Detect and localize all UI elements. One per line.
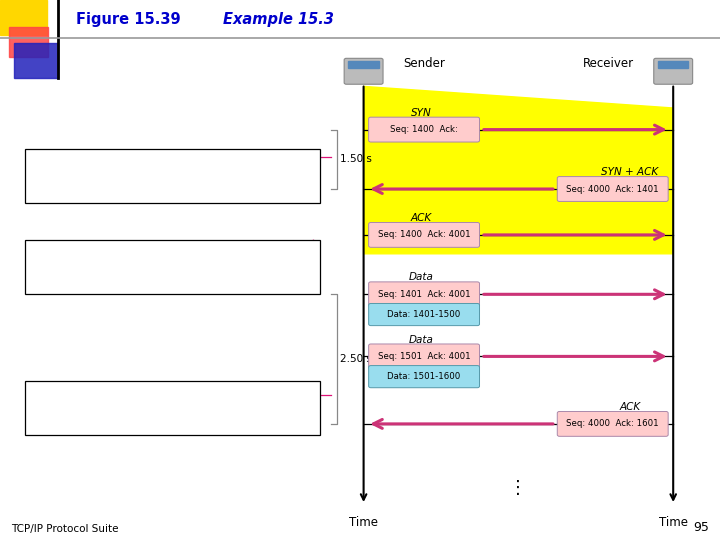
Text: S: S bbox=[207, 165, 212, 174]
Text: D: D bbox=[67, 417, 73, 426]
Text: M: M bbox=[67, 397, 73, 406]
Text: = 1.50: = 1.50 bbox=[216, 253, 254, 262]
Bar bbox=[9, 27, 48, 57]
FancyBboxPatch shape bbox=[25, 148, 320, 202]
Text: Seq: 1400  Ack: 4001: Seq: 1400 Ack: 4001 bbox=[378, 231, 470, 239]
Text: 1.50 s: 1.50 s bbox=[340, 154, 372, 164]
Text: Data: Data bbox=[409, 272, 433, 282]
Text: RTT: RTT bbox=[40, 161, 58, 171]
Bar bbox=[14, 43, 58, 78]
Text: Figure 15.39: Figure 15.39 bbox=[76, 12, 180, 28]
Text: = 1.5: = 1.5 bbox=[76, 253, 107, 262]
Text: 2.50 s: 2.50 s bbox=[340, 354, 372, 364]
FancyBboxPatch shape bbox=[25, 381, 320, 435]
FancyBboxPatch shape bbox=[25, 240, 320, 294]
Text: Seq: 1501  Ack: 4001: Seq: 1501 Ack: 4001 bbox=[378, 352, 470, 361]
FancyBboxPatch shape bbox=[369, 303, 480, 326]
Text: RTT: RTT bbox=[180, 253, 199, 262]
Text: Seq: 4000  Ack: 1401: Seq: 4000 Ack: 1401 bbox=[567, 185, 659, 193]
Text: TCP/IP Protocol Suite: TCP/IP Protocol Suite bbox=[11, 523, 118, 534]
Text: Seq: 4000  Ack: 1601: Seq: 4000 Ack: 1601 bbox=[567, 420, 659, 428]
Text: Example 15.3: Example 15.3 bbox=[223, 12, 334, 28]
Text: Data: Data bbox=[409, 334, 433, 345]
Text: RTO = 4.74: RTO = 4.74 bbox=[180, 413, 250, 422]
Text: 95: 95 bbox=[693, 521, 709, 534]
Text: M: M bbox=[67, 257, 73, 266]
FancyBboxPatch shape bbox=[344, 58, 383, 84]
Text: Data: 1501-1600: Data: 1501-1600 bbox=[387, 372, 461, 381]
Text: = 1.625: = 1.625 bbox=[216, 393, 261, 403]
Text: Data: 1401-1500: Data: 1401-1500 bbox=[387, 310, 461, 319]
FancyBboxPatch shape bbox=[369, 222, 480, 247]
Text: SYN: SYN bbox=[411, 107, 431, 118]
FancyBboxPatch shape bbox=[369, 366, 480, 388]
FancyBboxPatch shape bbox=[369, 282, 480, 307]
Text: Seq: 1401  Ack: 4001: Seq: 1401 Ack: 4001 bbox=[378, 290, 470, 299]
Text: RTT: RTT bbox=[40, 253, 58, 262]
Text: Seq: 1400  Ack:: Seq: 1400 Ack: bbox=[390, 125, 458, 134]
Text: SYN + ACK: SYN + ACK bbox=[601, 167, 659, 177]
Text: Time: Time bbox=[349, 516, 378, 529]
Bar bbox=[658, 61, 688, 68]
Bar bbox=[348, 61, 379, 68]
FancyBboxPatch shape bbox=[654, 58, 693, 84]
Text: RTT: RTT bbox=[180, 393, 199, 403]
Text: =: = bbox=[216, 161, 228, 171]
Polygon shape bbox=[364, 86, 673, 254]
Text: RTT: RTT bbox=[40, 413, 58, 422]
Text: =: = bbox=[76, 161, 88, 171]
FancyBboxPatch shape bbox=[369, 344, 480, 369]
Text: S: S bbox=[207, 397, 212, 406]
Text: D: D bbox=[67, 276, 73, 285]
Text: ACK: ACK bbox=[410, 213, 432, 223]
Text: RTT: RTT bbox=[40, 272, 58, 282]
FancyBboxPatch shape bbox=[369, 117, 480, 142]
Text: Time: Time bbox=[659, 516, 688, 529]
Text: Sender: Sender bbox=[403, 57, 445, 70]
FancyBboxPatch shape bbox=[557, 177, 668, 201]
FancyBboxPatch shape bbox=[557, 411, 668, 436]
Text: RTT: RTT bbox=[40, 393, 58, 403]
Text: RTO = 6.00: RTO = 6.00 bbox=[180, 180, 250, 190]
Text: ⋮: ⋮ bbox=[510, 479, 527, 497]
Text: = 0.75: = 0.75 bbox=[76, 272, 114, 282]
Text: D: D bbox=[67, 185, 73, 193]
Text: ACK: ACK bbox=[619, 402, 641, 412]
Text: RTT: RTT bbox=[40, 180, 58, 190]
Text: = 2.50: = 2.50 bbox=[76, 393, 114, 403]
Text: Receiver: Receiver bbox=[582, 57, 634, 70]
Text: RTT: RTT bbox=[180, 161, 199, 171]
Text: RTO = 4.50: RTO = 4.50 bbox=[180, 272, 250, 282]
Text: M: M bbox=[67, 165, 73, 174]
Text: = 0.78: = 0.78 bbox=[76, 413, 114, 422]
Text: =: = bbox=[76, 180, 88, 190]
Bar bbox=[0, 0, 47, 35]
Text: S: S bbox=[207, 257, 212, 266]
